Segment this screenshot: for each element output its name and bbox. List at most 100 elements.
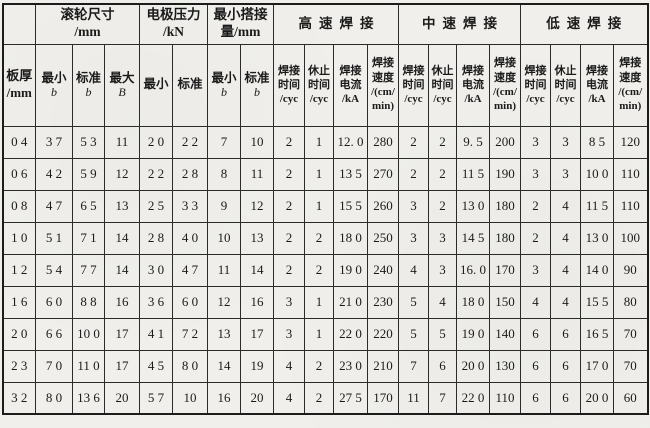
data-cell: 110 <box>489 381 521 415</box>
data-cell: 2 <box>273 189 305 223</box>
data-cell: 2 0 <box>2 317 36 351</box>
sub-header-cell: 焊接 速度 /(cm/ min) <box>613 43 648 127</box>
data-cell: 150 <box>489 285 521 319</box>
group-header-cell: 滚轮尺寸 /mm <box>35 3 140 45</box>
data-cell: 21 0 <box>333 285 368 319</box>
data-cell: 260 <box>367 189 399 223</box>
data-cell: 110 <box>613 189 648 223</box>
data-cell: 6 <box>550 349 581 383</box>
data-cell: 110 <box>613 157 648 191</box>
data-cell: 130 <box>489 349 521 383</box>
dimension-symbol: b <box>221 85 227 100</box>
sub-header-cell: 焊接 速度 /(cm/ min) <box>489 43 521 127</box>
data-cell: 170 <box>367 381 399 415</box>
data-cell: 3 <box>398 189 429 223</box>
data-cell: 2 <box>398 125 429 159</box>
corner-empty-cell <box>2 3 36 45</box>
data-cell: 6 <box>520 381 551 415</box>
data-cell: 80 <box>613 285 648 319</box>
data-cell: 2 <box>398 157 429 191</box>
sub-header-cell: 焊接 电流 /kA <box>333 43 368 127</box>
data-cell: 13 6 <box>72 381 105 415</box>
table-header: 滚轮尺寸 /mm 电极压力 /kN 最小搭接 量/mm 高速焊接 中速焊接 低速焊接 板厚… <box>2 3 648 127</box>
data-cell: 4 2 <box>35 157 73 191</box>
sub-header-row: 板厚 /mm 最小 b 标准 b 最大 B 最小 标准 最小 b 标准 b 焊接 时间 /cyc 休止 时间… <box>2 43 648 127</box>
data-cell: 12 <box>240 189 274 223</box>
data-cell: 70 <box>613 317 648 351</box>
data-cell: 6 <box>520 349 551 383</box>
data-cell: 22 0 <box>333 317 368 351</box>
data-cell: 4 7 <box>35 189 73 223</box>
data-cell: 2 <box>428 157 457 191</box>
data-cell: 8 0 <box>35 381 73 415</box>
data-cell: 10 <box>240 125 274 159</box>
data-cell: 11 <box>398 381 429 415</box>
data-cell: 100 <box>613 221 648 255</box>
data-cell: 11 <box>207 253 241 287</box>
data-cell: 1 <box>304 157 334 191</box>
data-cell: 8 5 <box>580 125 614 159</box>
data-cell: 2 8 <box>139 221 173 255</box>
data-cell: 6 <box>428 349 457 383</box>
sub-header-cell: 焊接 时间 /cyc <box>398 43 429 127</box>
data-cell: 210 <box>367 349 399 383</box>
dimension-symbol: B <box>118 85 126 100</box>
data-cell: 14 <box>104 221 140 255</box>
data-cell: 2 <box>273 157 305 191</box>
data-cell: 0 4 <box>2 125 36 159</box>
sub-header-cell: 休止 时间 /cyc <box>428 43 457 127</box>
data-cell: 18 0 <box>333 221 368 255</box>
data-cell: 2 <box>273 125 305 159</box>
data-cell: 3 0 <box>139 253 173 287</box>
data-cell: 4 1 <box>139 317 173 351</box>
data-cell: 6 <box>550 381 581 415</box>
sub-header-cell: 最小 b <box>207 43 241 127</box>
data-cell: 14 <box>240 253 274 287</box>
data-cell: 140 <box>489 317 521 351</box>
data-cell: 200 <box>489 125 521 159</box>
data-cell: 2 5 <box>139 189 173 223</box>
data-cell: 13 5 <box>333 157 368 191</box>
group-header-cell: 最小搭接 量/mm <box>207 3 274 45</box>
data-cell: 220 <box>367 317 399 351</box>
plate-thickness-header: 板厚 /mm <box>2 43 36 127</box>
data-cell: 3 <box>550 157 581 191</box>
data-cell: 6 0 <box>172 285 208 319</box>
data-cell: 17 0 <box>580 349 614 383</box>
data-cell: 10 <box>207 221 241 255</box>
data-cell: 2 2 <box>172 125 208 159</box>
data-cell: 190 <box>489 157 521 191</box>
data-cell: 8 8 <box>72 285 105 319</box>
data-cell: 19 <box>240 349 274 383</box>
data-cell: 20 <box>104 381 140 415</box>
data-cell: 11 5 <box>456 157 490 191</box>
data-cell: 0 6 <box>2 157 36 191</box>
data-cell: 11 <box>240 157 274 191</box>
group-header-cell: 中速焊接 <box>398 3 521 45</box>
dimension-symbol: b <box>254 85 260 100</box>
data-cell: 7 0 <box>35 349 73 383</box>
data-cell: 3 <box>520 253 551 287</box>
data-cell: 4 <box>273 349 305 383</box>
data-cell: 5 3 <box>72 125 105 159</box>
data-cell: 180 <box>489 221 521 255</box>
data-cell: 2 <box>428 125 457 159</box>
data-cell: 6 0 <box>35 285 73 319</box>
sub-header-cell: 标准 <box>172 43 208 127</box>
data-cell: 11 <box>104 125 140 159</box>
data-cell: 9. 5 <box>456 125 490 159</box>
data-cell: 1 6 <box>2 285 36 319</box>
data-cell: 20 <box>240 381 274 415</box>
data-cell: 3 6 <box>139 285 173 319</box>
sub-header-cell: 焊接 电流 /kA <box>456 43 490 127</box>
data-cell: 270 <box>367 157 399 191</box>
sub-header-cell: 最大 B <box>104 43 140 127</box>
data-cell: 230 <box>367 285 399 319</box>
data-cell: 14 <box>104 253 140 287</box>
data-cell: 2 0 <box>139 125 173 159</box>
data-cell: 4 <box>550 221 581 255</box>
